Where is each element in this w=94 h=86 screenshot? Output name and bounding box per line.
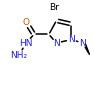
Text: N: N [53,39,60,47]
Text: O: O [23,18,30,27]
Text: NH₂: NH₂ [10,51,27,60]
Text: Br: Br [50,3,60,12]
Text: HN: HN [20,39,33,47]
Text: N: N [79,39,86,47]
Text: N: N [68,35,75,44]
